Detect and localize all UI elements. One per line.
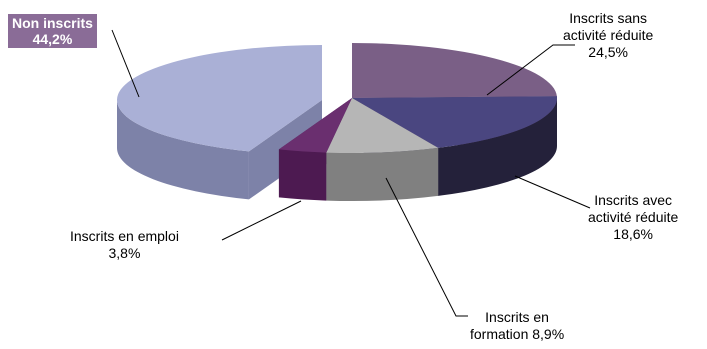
leader-line-inscrits-emploi [221,200,302,241]
slice-non-inscrits [116,45,322,152]
label-inscrits-emploi: Inscrits en emploi 3,8% [70,228,179,262]
pie-tops [116,43,557,153]
leader-lines [111,29,591,317]
slice-inscrits-formation [326,98,439,153]
label-non-inscrits: Non inscrits 44,2% [8,14,97,48]
label-inscrits-formation: Inscrits en formation 8,9% [470,309,564,343]
slice-side-inscrits-avec [438,98,557,196]
leader-line-non-inscrits [111,29,140,98]
leader-line-inscrits-formation [385,177,468,317]
label-inscrits-avec-line2: activité réduite [588,209,679,225]
slice-side-non-inscrits [117,100,249,200]
label-inscrits-sans: Inscrits sans activité réduite 24,5% [563,10,653,61]
label-non-inscrits-name: Non inscrits [12,15,93,31]
label-inscrits-avec: Inscrits avec activité réduite 18,6% [588,192,678,243]
label-inscrits-sans-line2: activité réduite [563,27,654,43]
slice-side-inscrits-emploi [278,149,327,201]
label-inscrits-sans-line1: Inscrits sans [569,10,648,26]
leader-line-inscrits-avec [514,175,591,209]
slice-inscrits-sans [352,43,557,98]
slice-inscrits-avec [352,96,557,148]
leader-line-inscrits-sans [486,44,575,96]
label-inscrits-emploi-line2: 3,8% [108,245,141,261]
slice-side-inscrits-formation [326,147,439,201]
label-non-inscrits-value: 44,2% [32,31,73,47]
label-inscrits-emploi-line1: Inscrits en emploi [70,228,179,244]
label-inscrits-formation-line1: Inscrits en [485,309,549,325]
label-inscrits-sans-value: 24,5% [588,44,628,60]
label-inscrits-avec-value: 18,6% [613,226,653,242]
label-inscrits-formation-line2: formation 8,9% [470,326,565,342]
label-inscrits-avec-line1: Inscrits avec [594,192,673,208]
slice-inscrits-emploi [278,98,352,153]
